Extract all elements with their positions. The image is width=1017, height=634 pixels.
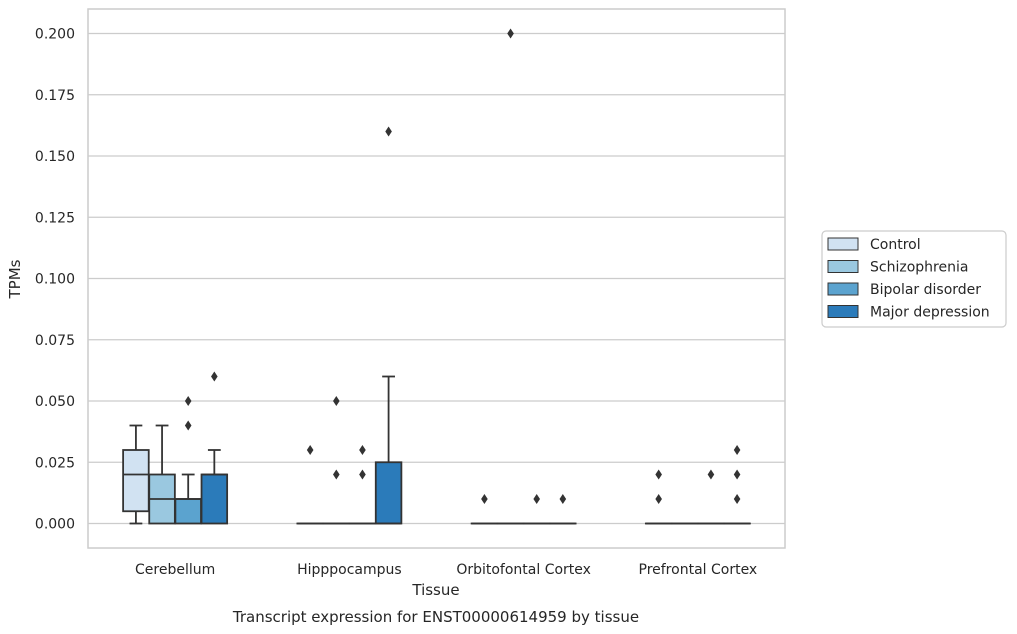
box-iqr <box>374 461 403 525</box>
y-tick-label: 0.200 <box>35 27 75 43</box>
plot-frame <box>87 8 786 549</box>
y-tick-label: 0.175 <box>35 88 75 104</box>
outlier-point <box>507 28 514 39</box>
legend-frame <box>821 230 1007 328</box>
x-tick-labels: Cerebellum Hipppocampus Orbitofontal Corte… <box>135 562 757 578</box>
x-tick-label: Cerebellum <box>135 562 215 578</box>
box-control <box>122 424 150 525</box>
box-iqr <box>174 498 202 525</box>
x-tick-label: Prefrontal Cortex <box>639 562 758 578</box>
outlier-point <box>184 396 192 406</box>
box-iqr <box>200 473 229 525</box>
y-tick-label: 0.000 <box>35 517 75 533</box>
legend-swatch <box>827 305 859 318</box>
box-major-depression <box>374 126 403 525</box>
box-iqr <box>122 449 150 513</box>
legend-label: Major depression <box>870 305 990 321</box>
outlier-point <box>211 371 218 382</box>
outlier-point <box>733 445 741 455</box>
box-schizophrenia <box>322 396 351 525</box>
chart-caption: Transcript expression for ENST0000061495… <box>232 608 639 626</box>
y-gridlines <box>88 32 785 525</box>
box-major-depression <box>200 371 229 525</box>
x-tick-label: Orbitofontal Cortex <box>456 562 591 578</box>
y-tick-label: 0.050 <box>35 394 75 410</box>
box-bipolar-disorder <box>348 445 377 525</box>
outlier-point <box>333 469 340 480</box>
y-tick-labels: 0.000 0.025 0.050 0.075 0.100 0.125 0.150 0.175… <box>35 27 75 533</box>
outlier-point <box>333 396 340 406</box>
y-tick-label: 0.075 <box>35 333 75 349</box>
outlier-point <box>655 469 662 480</box>
box-control <box>644 469 673 525</box>
outlier-point <box>385 126 392 137</box>
legend-label: Bipolar disorder <box>870 282 981 298</box>
outlier-point <box>655 494 662 504</box>
legend-swatch <box>827 260 859 273</box>
outlier-point <box>733 494 741 504</box>
box-bipolar-disorder <box>522 494 551 525</box>
y-axis-label: TPMs <box>6 259 24 299</box>
x-tick-label: Hipppocampus <box>297 562 402 578</box>
box-control <box>296 445 324 525</box>
legend-label: Control <box>870 237 921 253</box>
outlier-point <box>184 420 192 431</box>
y-tick-label: 0.125 <box>35 210 75 226</box>
outlier-point <box>359 445 366 455</box>
legend-swatch <box>827 282 859 296</box>
outlier-point <box>707 469 715 480</box>
y-tick-label: 0.025 <box>35 455 75 471</box>
outlier-point <box>359 469 366 480</box>
legend-swatch <box>827 237 859 251</box>
legend: Control Schizophrenia Bipolar disorder Majo… <box>821 230 1007 328</box>
outlier-point <box>533 494 540 504</box>
box-major-depression <box>549 494 577 525</box>
y-tick-label: 0.150 <box>35 149 75 165</box>
outlier-point <box>306 445 314 455</box>
outlier-point <box>481 494 488 504</box>
box-schizophrenia <box>148 424 176 525</box>
box-bipolar-disorder <box>174 396 202 525</box>
outlier-point <box>733 469 741 480</box>
box-control <box>470 494 499 525</box>
box-major-depression <box>723 445 751 525</box>
box-bipolar-disorder <box>697 469 725 525</box>
y-tick-label: 0.100 <box>35 272 75 288</box>
legend-label: Schizophrenia <box>870 260 968 276</box>
box-schizophrenia <box>496 28 525 525</box>
x-axis-label: Tissue <box>411 581 459 599</box>
outlier-point <box>559 494 567 504</box>
box-plot-series <box>122 28 751 525</box>
